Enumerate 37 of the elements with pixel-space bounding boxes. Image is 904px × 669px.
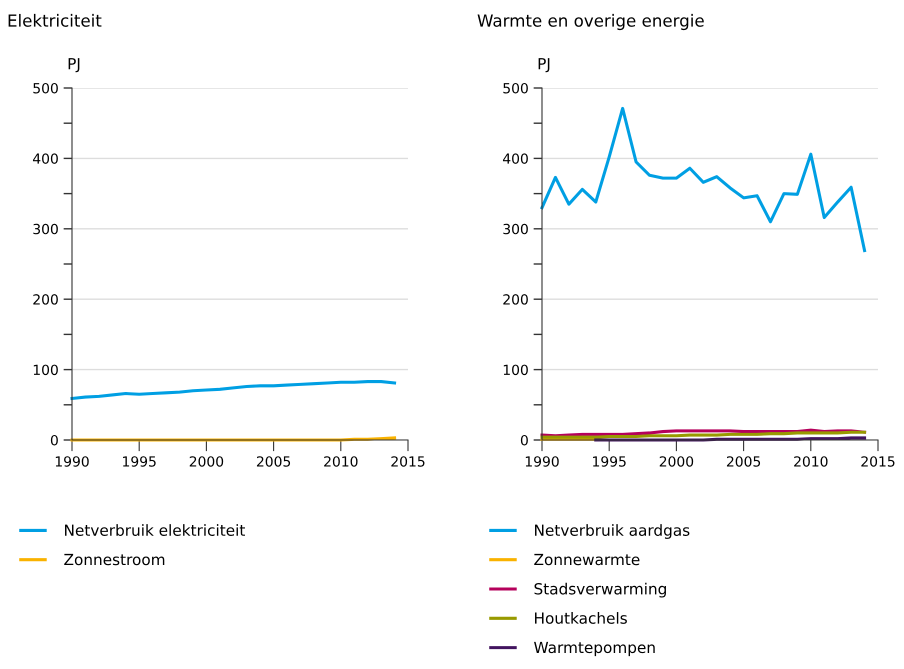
x-tick-label: 2015 [861, 456, 894, 467]
y-tick-label: 200 [33, 294, 58, 305]
x-tick-label: 1990 [526, 456, 559, 467]
line-series [540, 106, 866, 252]
x-tick-label: 2000 [190, 456, 224, 467]
y-tick-label: 300 [33, 224, 58, 234]
x-tick-label: 2005 [726, 456, 760, 467]
y-tick-label: 300 [503, 224, 528, 234]
y-tick-label: 200 [503, 294, 528, 305]
x-tick-label: 1995 [123, 456, 156, 467]
legend-label: Netverbruik aardgas [535, 524, 690, 539]
x-tick-label: 2000 [660, 456, 694, 467]
y-tick-label: 0 [520, 434, 528, 446]
x-tick-label: 2010 [794, 456, 828, 467]
line-series [70, 380, 396, 400]
y-tick-label: 500 [503, 82, 528, 94]
y-tick-label: 100 [34, 364, 58, 376]
legend-label: Warmtepompen [534, 642, 655, 656]
y-tick-label: 0 [50, 434, 58, 446]
y-tick-label: 100 [504, 364, 528, 376]
chart-title: Warmte en overige energie [478, 14, 704, 30]
y-tick-label: 500 [33, 82, 58, 94]
x-tick-label: 2015 [391, 456, 424, 467]
x-tick-label: 1995 [593, 456, 626, 467]
y-tick-label: 400 [32, 153, 58, 164]
legend-label: Zonnewarmte [534, 554, 640, 566]
legend-label: Zonnestroom [64, 554, 164, 566]
legend-label: Netverbruik elektriciteit [65, 524, 245, 536]
legend-label: Houtkachels [535, 612, 627, 624]
y-axis-title: PJ [68, 58, 80, 72]
y-axis-title: PJ [538, 58, 550, 72]
y-tick-label: 400 [502, 153, 528, 164]
legend-label: Stadsverwarming [534, 582, 666, 598]
x-tick-label: 2005 [256, 456, 290, 467]
chart-title: Elektriciteit [8, 14, 102, 27]
x-tick-label: 1990 [56, 456, 89, 467]
x-tick-label: 2010 [324, 456, 358, 467]
